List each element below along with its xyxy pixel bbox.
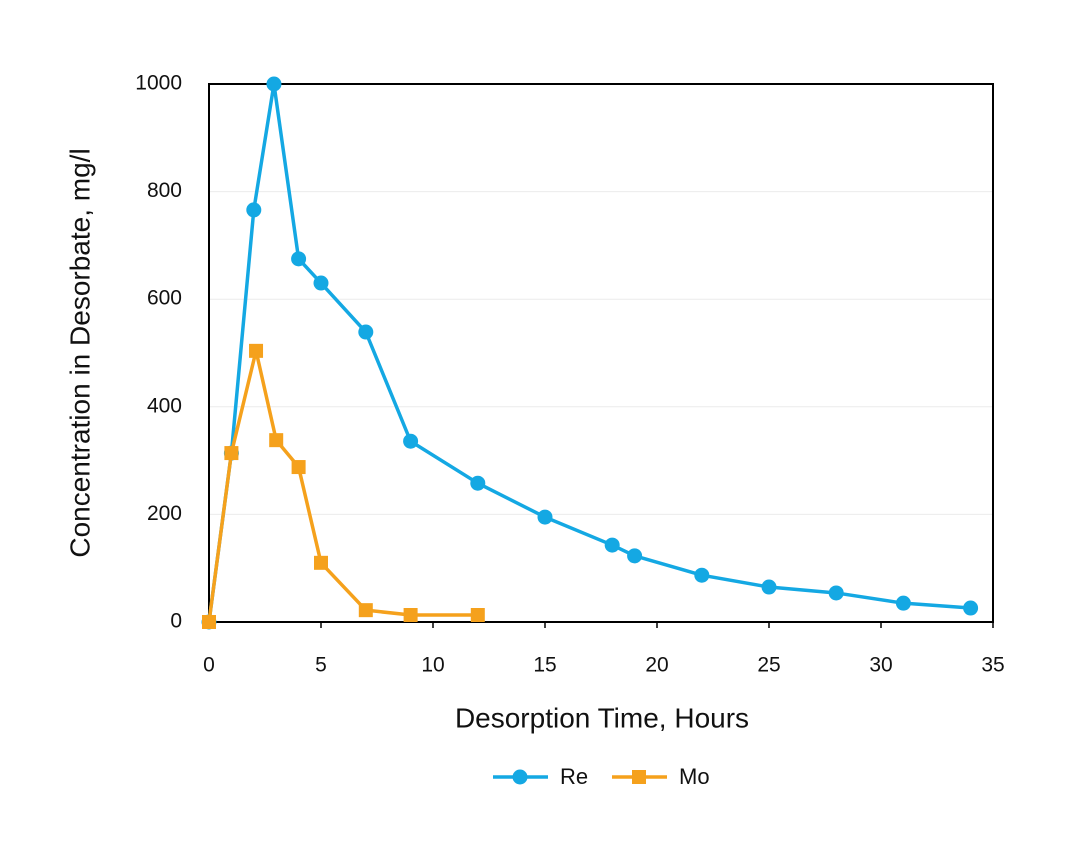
marker — [895, 595, 911, 611]
legend-marker — [512, 769, 528, 785]
marker — [403, 433, 419, 449]
legend-marker — [632, 770, 646, 784]
marker — [470, 608, 485, 623]
x-tick-label: 25 — [757, 654, 780, 677]
marker — [604, 537, 620, 553]
marker — [963, 600, 979, 616]
marker — [403, 608, 418, 623]
y-tick-label: 400 — [147, 394, 182, 417]
marker — [694, 567, 710, 583]
marker — [627, 548, 643, 564]
x-tick-label: 20 — [645, 654, 668, 677]
y-tick-label: 800 — [147, 179, 182, 202]
x-tick-label: 10 — [421, 654, 444, 677]
marker — [313, 275, 329, 291]
marker — [358, 603, 373, 618]
y-tick-label: 600 — [147, 287, 182, 310]
marker — [358, 324, 374, 340]
marker — [314, 555, 328, 570]
marker — [761, 579, 777, 595]
series-line — [207, 82, 971, 623]
y-tick-label: 1000 — [135, 72, 182, 95]
marker — [828, 585, 844, 601]
marker — [291, 460, 306, 475]
marker — [246, 202, 262, 218]
x-axis-title: Desorption Time, Hours — [455, 702, 749, 733]
x-tick-label: 15 — [533, 654, 556, 677]
marker — [202, 615, 216, 629]
y-tick-label: 0 — [170, 610, 182, 633]
legend-label: Re — [560, 764, 588, 789]
x-tick-label: 0 — [203, 654, 215, 677]
marker — [269, 433, 284, 448]
y-axis-title: Concentration in Desorbate, mg/l — [64, 148, 95, 557]
marker — [470, 475, 486, 491]
y-tick-label: 200 — [147, 502, 182, 525]
series-line — [207, 349, 478, 623]
marker — [224, 446, 239, 461]
x-tick-label: 35 — [981, 654, 1004, 677]
plot-frame — [208, 83, 994, 623]
marker — [291, 251, 307, 267]
legend-label: Mo — [679, 764, 710, 789]
marker — [266, 76, 282, 92]
x-tick-label: 5 — [315, 654, 327, 677]
marker — [249, 343, 264, 358]
marker — [537, 509, 553, 525]
x-tick-label: 30 — [869, 654, 892, 677]
